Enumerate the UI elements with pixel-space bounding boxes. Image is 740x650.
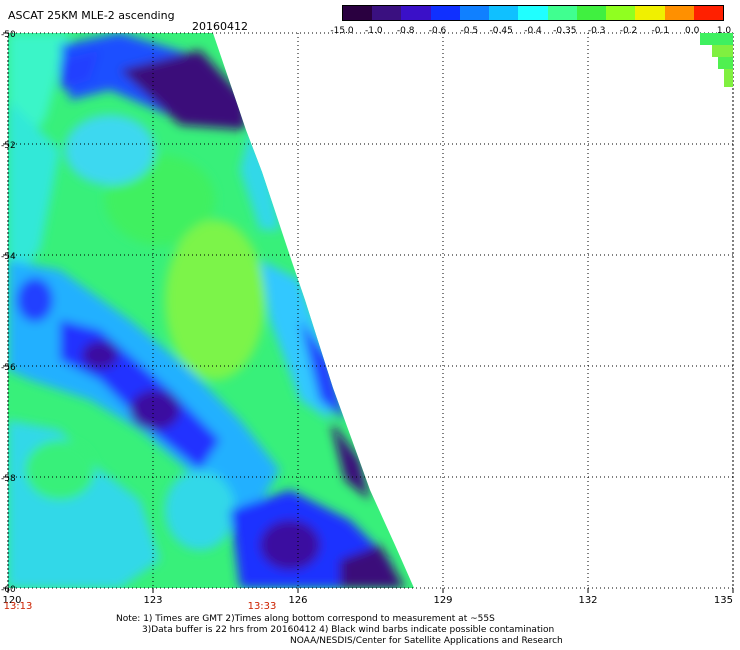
longitude-label: 135 (714, 595, 733, 606)
latitude-label: -52 (1, 141, 16, 151)
color-scale-label: -0.6 (428, 26, 447, 36)
time-label: 13:13 (4, 601, 33, 612)
latitude-labels: -50 -52 -54 -56 -58 -60 (1, 30, 16, 595)
note-line-3: NOAA/NESDIS/Center for Satellite Applica… (290, 636, 563, 646)
longitude-label: 129 (433, 595, 452, 606)
longitude-label: 126 (288, 595, 307, 606)
color-scale-label: 1.0 (716, 26, 732, 36)
wind-swath (8, 33, 414, 588)
color-scale-label: -1.0 (365, 26, 383, 36)
note-line-2: 3)Data buffer is 22 hrs from 20160412 4)… (142, 625, 555, 635)
color-scale-label: -15.0 (330, 26, 354, 36)
color-scale-labels: -15.0 -1.0 -0.8 -0.6 -0.5 -0.45 -0.4 -0.35 -0.3 -… (330, 26, 734, 38)
color-scale-label: -0.3 (587, 26, 606, 36)
latitude-label: -58 (1, 474, 16, 484)
color-scale-bar (342, 5, 724, 21)
color-scale-segment (576, 6, 607, 20)
color-scale-segment (518, 6, 548, 20)
map-title: ASCAT 25KM MLE-2 ascending (8, 9, 175, 22)
time-labels: 13:13 13:33 (4, 601, 277, 612)
longitude-label: 123 (143, 595, 162, 606)
color-scale-label: -0.1 (651, 26, 670, 36)
color-scale-segment (606, 6, 636, 20)
color-scale-segment (459, 6, 490, 20)
longitude-label: 120 (2, 595, 21, 606)
note-line-1: Note: 1) Times are GMT 2)Times along bot… (116, 614, 495, 624)
color-scale-label: -0.4 (524, 26, 542, 36)
color-scale-segment (401, 6, 431, 20)
color-scale-segment (489, 6, 519, 20)
color-scale-segment (635, 6, 665, 20)
latitude-label: -54 (1, 252, 16, 262)
color-scale-label: -0.5 (460, 26, 479, 36)
color-scale-segment (664, 6, 694, 20)
color-scale-label: -0.45 (489, 26, 513, 36)
color-scale-segment (430, 6, 460, 20)
corner-data-patch (700, 33, 733, 87)
color-scale-segment (547, 6, 577, 20)
latitude-label: -56 (1, 363, 16, 373)
color-scale-segment (372, 6, 402, 20)
color-scale-label: -0.2 (619, 26, 638, 36)
longitude-label: 132 (578, 595, 597, 606)
latitude-label: -60 (1, 585, 16, 595)
color-scale-label: -0.8 (396, 26, 415, 36)
color-scale-segment (693, 6, 724, 20)
longitude-labels: 120 123 126 129 132 135 (2, 595, 733, 606)
color-scale-segment (343, 6, 373, 20)
latitude-label: -50 (1, 30, 16, 40)
color-scale-label: 0.0 (684, 26, 700, 36)
color-scale-label: -0.35 (553, 26, 577, 36)
time-label: 13:33 (248, 601, 277, 612)
map-date: 20160412 (192, 20, 248, 33)
graticule (3, 32, 734, 593)
